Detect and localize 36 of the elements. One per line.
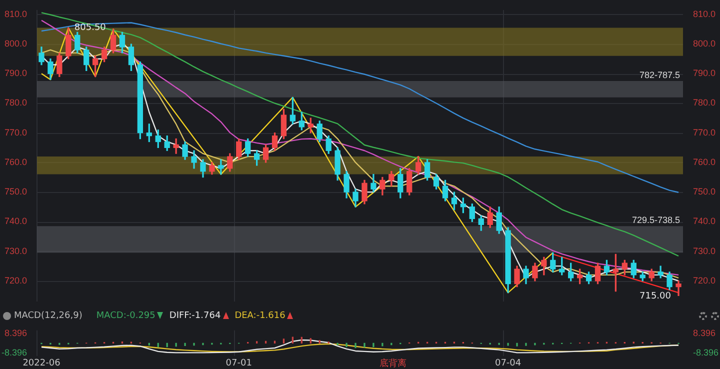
band-label: 729.5-738.5 [632, 215, 680, 226]
x-tick-label: 2022-06 [22, 358, 61, 369]
legend-label: MACD:-0.295 [96, 311, 156, 321]
y2-tick-label: 720.0 [693, 275, 716, 286]
y2-tick-label: 8.396 [693, 328, 716, 338]
y2-tick-label: 770.0 [693, 127, 716, 138]
y-tick-label: 8.396 [4, 328, 27, 338]
y-tick-label: 810.0 [4, 8, 27, 19]
y-tick-label: 800.0 [4, 38, 27, 49]
y-tick-label: 770.0 [4, 127, 27, 138]
y2-tick-label: 810.0 [693, 8, 716, 19]
text: DIFF:-1.764 [169, 311, 221, 321]
text: DEA:-1.616 [234, 311, 286, 321]
y2-tick-label: -8.396 [693, 347, 719, 358]
chart-title: MACD(12,26,9) [14, 311, 82, 321]
y-tick-label: 760.0 [4, 156, 27, 167]
y2-tick-label: 780.0 [693, 98, 716, 108]
y2-tick-label: 790.0 [693, 68, 716, 78]
annotation: 805.50 [74, 23, 106, 34]
y-tick-label: 720.0 [4, 275, 27, 286]
y-tick-label: 740.0 [4, 216, 27, 226]
x-tick-label: 07-04 [494, 358, 522, 369]
y-tick-label: 730.0 [4, 246, 27, 256]
band-label: 782-787.5 [639, 70, 680, 80]
x-tick-label: 07-01 [226, 358, 252, 369]
y-tick-label: 790.0 [4, 68, 27, 78]
y2-tick-label: 800.0 [693, 38, 716, 49]
y2-tick-label: 750.0 [693, 186, 716, 197]
y2-tick-label: 760.0 [693, 156, 716, 167]
annotation: 715.00 [640, 291, 672, 302]
text: 底背离 [379, 358, 406, 369]
y2-tick-label: 730.0 [693, 246, 716, 256]
y-tick-label: 750.0 [4, 186, 27, 197]
y-tick-label: 780.0 [4, 98, 27, 108]
y2-tick-label: 740.0 [693, 216, 716, 226]
y-tick-label: -8.396 [1, 347, 27, 358]
